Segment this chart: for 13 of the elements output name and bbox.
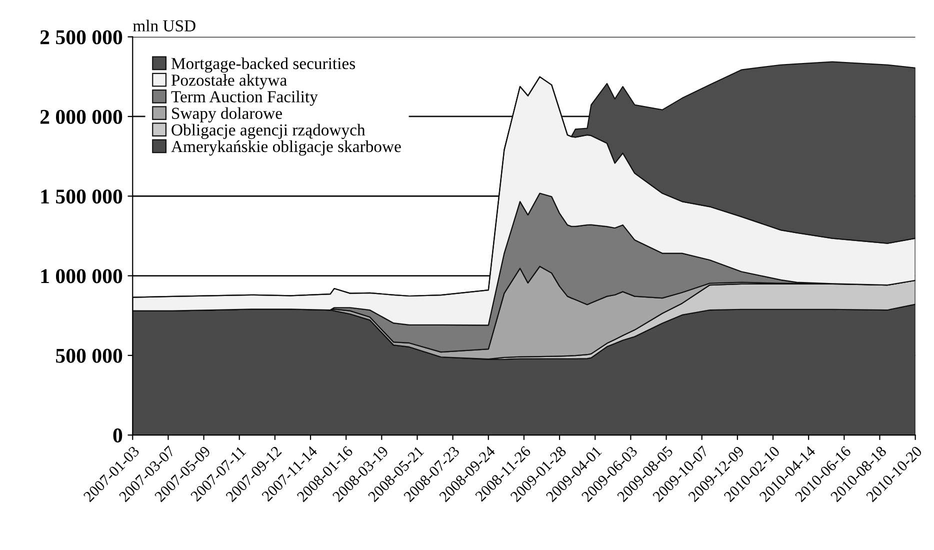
y-tick-label: 500 000 — [56, 348, 122, 363]
legend-label: Pozostałe aktywa — [171, 74, 287, 90]
y-tick-label: 0 — [113, 428, 122, 442]
y-axis-title: mln USD — [132, 20, 196, 32]
legend-label: Swapy dolarowe — [172, 107, 282, 122]
legend-label: Term Auction Facility — [171, 90, 318, 106]
y-tick-label: 2 500 000 — [40, 30, 122, 44]
y-tick-label: 1 000 000 — [41, 269, 122, 284]
y-tick-label: 2 000 000 — [40, 110, 122, 124]
legend-label: Obligacje agencji rządowych — [172, 124, 366, 139]
legend-label: Mortgage-backed securities — [171, 57, 355, 73]
legend-label: Amerykańskie obligacje skarbowe — [171, 140, 401, 156]
y-tick-label: 1 500 000 — [41, 190, 122, 204]
